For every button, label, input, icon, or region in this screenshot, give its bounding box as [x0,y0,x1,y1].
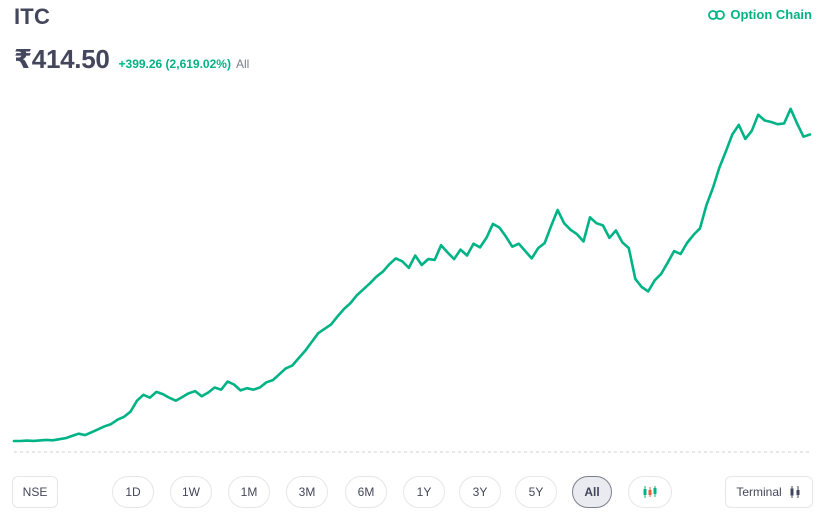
range-label: All [584,485,600,499]
range-1m-button[interactable]: 1M [228,476,270,508]
range-all-button[interactable]: All [572,476,612,508]
link-icon [708,9,726,20]
terminal-label: Terminal [736,485,782,499]
candle-chart-toggle[interactable] [628,476,672,508]
range-3y-button[interactable]: 3Y [459,476,501,508]
range-3m-button[interactable]: 3M [286,476,328,508]
exchange-button[interactable]: NSE [12,476,58,508]
current-price: ₹414.50 [14,44,110,74]
candlestick-icon [790,486,800,498]
range-label: 5Y [528,485,544,499]
price-line [12,107,812,443]
range-5y-button[interactable]: 5Y [515,476,557,508]
range-label: 3Y [472,485,488,499]
price-change: +399.26 (2,619.02%) [118,57,231,71]
terminal-button[interactable]: Terminal [725,476,813,508]
range-6m-button[interactable]: 6M [345,476,387,508]
stock-title: ITC [14,4,51,29]
price-chart[interactable] [0,0,826,470]
candlestick-icon [643,486,657,498]
range-label: 1Y [416,485,432,499]
range-1d-button[interactable]: 1D [112,476,154,508]
range-label: 1D [125,485,141,499]
option-chain-label: Option Chain [730,7,812,22]
exchange-label: NSE [22,485,48,499]
change-period: All [235,57,250,71]
range-label: 1M [240,485,258,499]
range-1w-button[interactable]: 1W [170,476,212,508]
range-label: 6M [357,485,375,499]
range-label: 1W [182,485,200,499]
range-label: 3M [298,485,316,499]
price-row: ₹414.50 +399.26 (2,619.02%) All [14,44,249,75]
option-chain-link[interactable]: Option Chain [708,7,812,22]
range-1y-button[interactable]: 1Y [403,476,445,508]
